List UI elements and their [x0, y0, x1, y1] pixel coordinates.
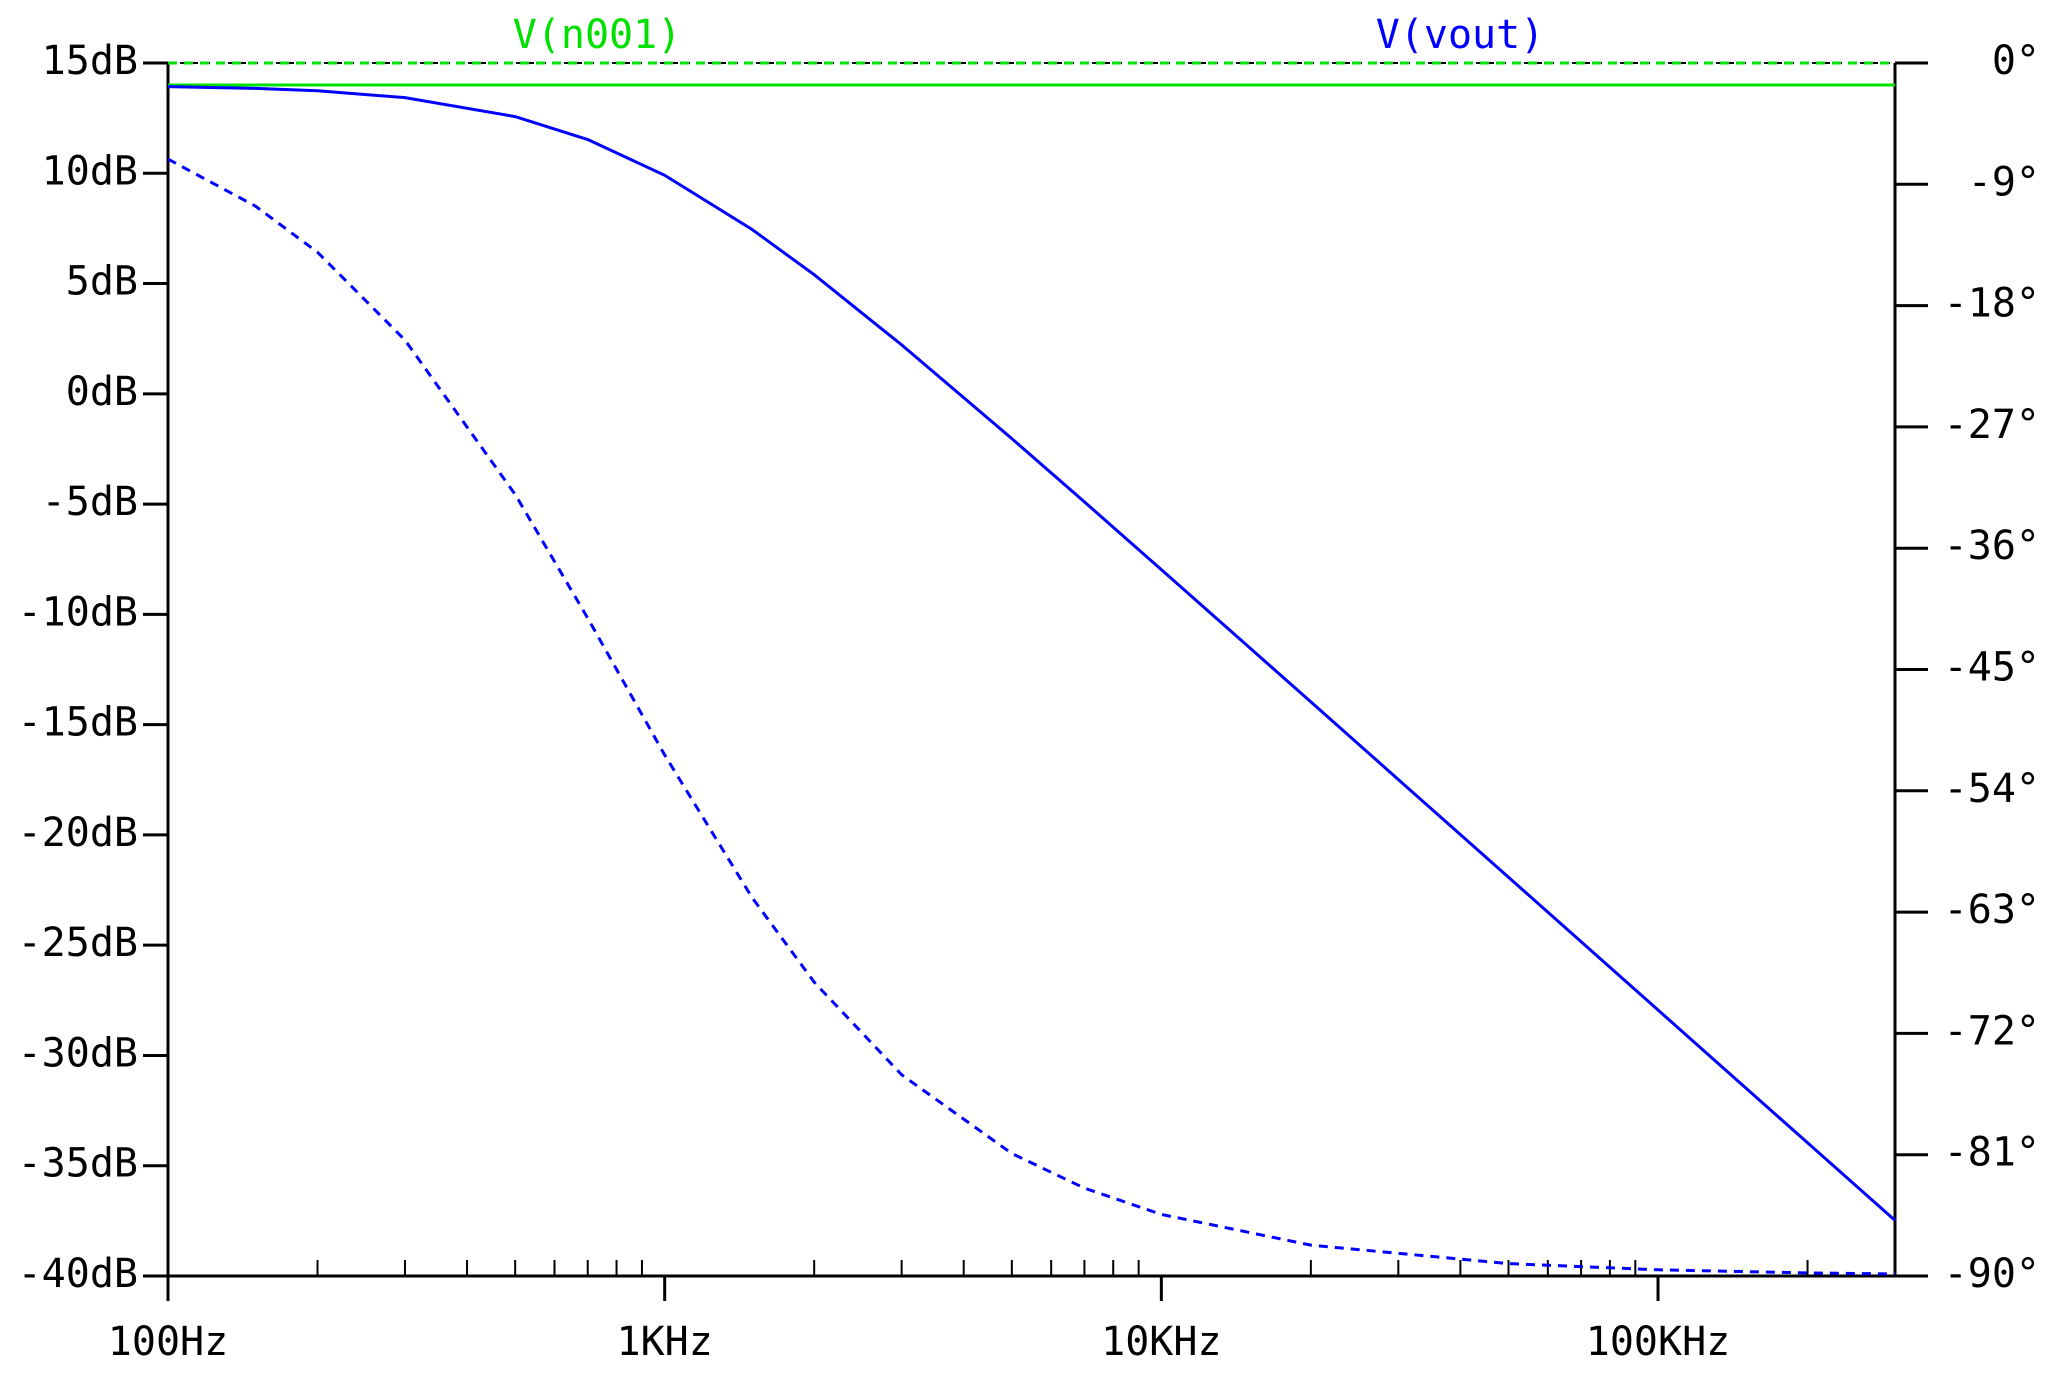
y-tick-label: 10dB [42, 148, 138, 194]
y-tick-label: -20dB [18, 810, 138, 856]
legend-label: V(vout) [1376, 12, 1545, 58]
magnitude-line [167, 85, 1896, 1222]
y-tick-label: 15dB [42, 38, 138, 84]
y2-tick-label: 0° [1992, 38, 2040, 84]
y-tick-label: -10dB [18, 589, 138, 635]
y2-tick-label: -45° [1944, 645, 2040, 691]
x-tick-label: 100KHz [1586, 1319, 1731, 1365]
x-tick-label: 1KHz [617, 1319, 713, 1365]
y-tick-label: -40dB [18, 1251, 138, 1297]
y2-tick-label: -9° [1968, 159, 2040, 205]
y-tick-label: -25dB [18, 920, 138, 966]
legend-label: V(n001) [513, 12, 682, 58]
phase-line [167, 157, 1896, 1276]
y-tick-label: -35dB [18, 1141, 138, 1187]
y2-tick-label: -72° [1944, 1008, 2040, 1054]
y2-tick-label: -63° [1944, 887, 2040, 933]
y2-tick-label: -27° [1944, 402, 2040, 448]
x-tick-label: 10KHz [1101, 1319, 1221, 1365]
x-tick-label: 100Hz [108, 1319, 228, 1365]
y2-tick-label: -18° [1944, 281, 2040, 327]
y-tick-label: -15dB [18, 700, 138, 746]
y-tick-label: -30dB [18, 1030, 138, 1076]
y-tick-label: 0dB [66, 369, 138, 415]
y-tick-label: -5dB [42, 479, 138, 525]
y2-tick-label: -81° [1944, 1130, 2040, 1176]
y2-tick-label: -54° [1944, 766, 2040, 812]
y2-tick-label: -36° [1944, 523, 2040, 569]
y-tick-label: 5dB [66, 259, 138, 305]
y2-tick-label: -90° [1944, 1251, 2040, 1297]
